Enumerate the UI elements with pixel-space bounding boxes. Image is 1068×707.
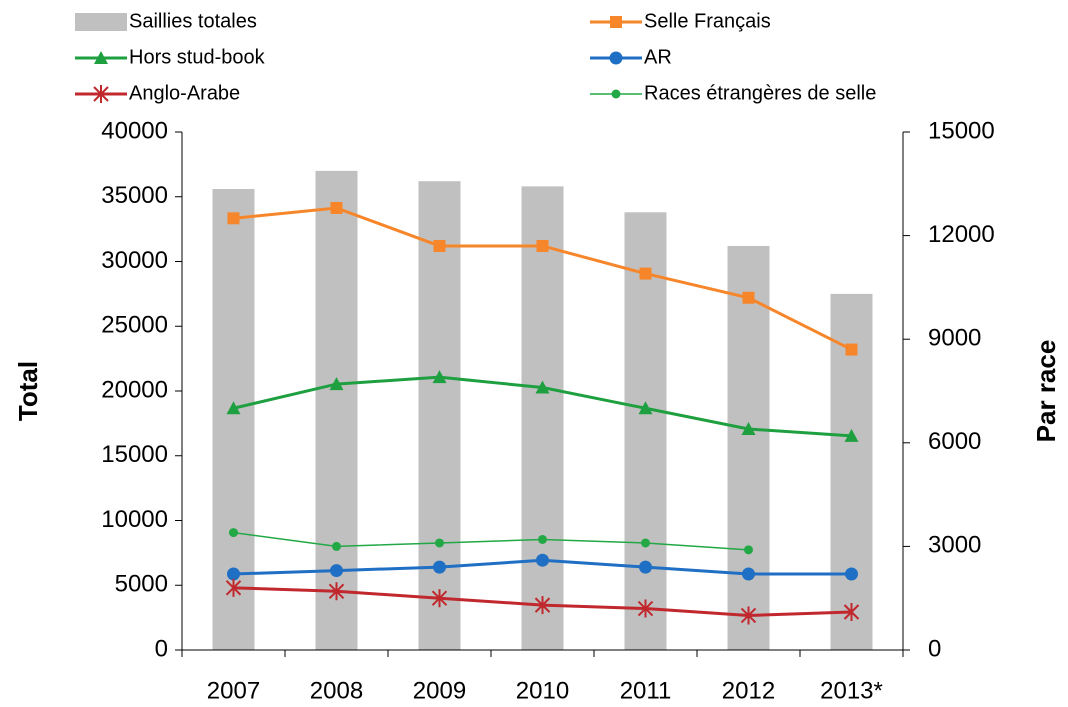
legend-label: Races étrangères de selle bbox=[644, 82, 876, 104]
point bbox=[534, 596, 551, 615]
y-tick-label: 10000 bbox=[101, 506, 168, 533]
legend-marker bbox=[609, 51, 623, 65]
y2-tick-label: 15000 bbox=[928, 117, 995, 144]
point bbox=[226, 401, 241, 415]
legend-label: Hors stud-book bbox=[129, 46, 266, 68]
point bbox=[535, 380, 550, 394]
y-tick-label: 40000 bbox=[101, 117, 168, 144]
bar bbox=[315, 170, 358, 650]
y-tick-label: 30000 bbox=[101, 247, 168, 274]
legend-marker bbox=[611, 89, 621, 99]
x-tick-label: 2008 bbox=[310, 677, 363, 704]
point bbox=[227, 212, 240, 225]
point bbox=[332, 541, 341, 551]
y-tick-label: 20000 bbox=[101, 376, 168, 403]
y2-tick-label: 3000 bbox=[928, 532, 981, 559]
point bbox=[538, 534, 547, 544]
point bbox=[639, 560, 652, 574]
point bbox=[744, 545, 753, 555]
point bbox=[227, 567, 240, 581]
point bbox=[536, 553, 549, 567]
x-tick-label: 2009 bbox=[413, 677, 466, 704]
point bbox=[844, 428, 859, 442]
legend-label: Anglo-Arabe bbox=[129, 82, 240, 104]
y2-tick-label: 12000 bbox=[928, 221, 995, 248]
x-tick-label: 2007 bbox=[207, 677, 260, 704]
y2-tick-label: 9000 bbox=[928, 325, 981, 352]
y-tick-label: 25000 bbox=[101, 312, 168, 339]
point bbox=[741, 421, 756, 435]
bar bbox=[624, 212, 667, 651]
point bbox=[845, 343, 858, 356]
y2-axis-title: Par race bbox=[1031, 340, 1061, 443]
point bbox=[330, 201, 343, 214]
point bbox=[637, 599, 654, 618]
point bbox=[328, 582, 345, 601]
point bbox=[433, 239, 446, 252]
point bbox=[229, 528, 238, 538]
y2-tick-label: 0 bbox=[928, 635, 941, 662]
legend-label: AR bbox=[644, 46, 672, 68]
legend-marker bbox=[94, 51, 108, 64]
y-tick-label: 35000 bbox=[101, 182, 168, 209]
legend-label: Selle Français bbox=[644, 10, 771, 32]
point bbox=[740, 606, 757, 625]
point bbox=[843, 603, 860, 622]
legend-marker bbox=[610, 16, 622, 28]
y-tick-label: 5000 bbox=[115, 571, 168, 598]
legend-swatch bbox=[75, 13, 127, 31]
point bbox=[641, 538, 650, 548]
x-tick-label: 2012 bbox=[722, 677, 775, 704]
point bbox=[742, 567, 755, 581]
y-axis-title: Total bbox=[13, 361, 43, 421]
line bbox=[233, 531, 749, 551]
x-tick-label: 2011 bbox=[620, 677, 672, 704]
point bbox=[330, 564, 343, 578]
x-tick-label: 2013* bbox=[820, 677, 883, 704]
legend-label: Saillies totales bbox=[129, 10, 257, 32]
point bbox=[329, 377, 344, 391]
point bbox=[536, 239, 549, 252]
y-tick-label: 15000 bbox=[101, 441, 168, 468]
bar bbox=[727, 245, 770, 650]
y-tick-label: 0 bbox=[155, 635, 168, 662]
point bbox=[433, 560, 446, 574]
point bbox=[638, 401, 653, 415]
legend-marker bbox=[93, 85, 109, 103]
y2-tick-label: 6000 bbox=[928, 428, 981, 455]
point bbox=[845, 567, 858, 581]
point bbox=[742, 291, 755, 304]
point bbox=[432, 370, 447, 384]
point bbox=[431, 589, 448, 608]
bar bbox=[521, 186, 564, 650]
point bbox=[639, 267, 652, 280]
point bbox=[225, 578, 242, 597]
x-tick-label: 2010 bbox=[516, 677, 569, 704]
point bbox=[435, 538, 444, 548]
